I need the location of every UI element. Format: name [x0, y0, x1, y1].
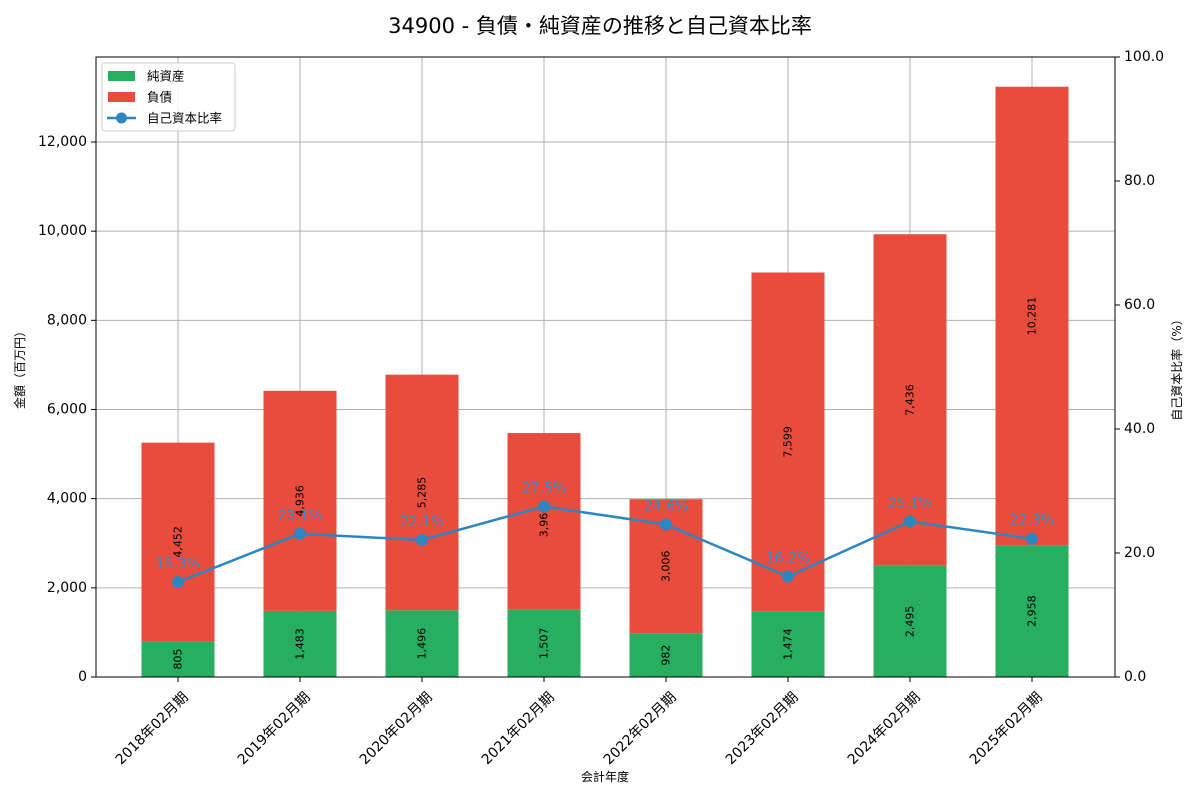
bar-label-liabilities: 3,006 [660, 550, 673, 582]
bar-net-assets[interactable] [751, 611, 825, 677]
y2-axis-label: 自己資本比率（%） [1169, 313, 1184, 420]
bar-value-labels: 805 4,452 1,483 4,936 1,496 5,285 1,507 3,964 98… [172, 297, 1039, 670]
bar-label-liabilities: 10,281 [1026, 297, 1039, 336]
bar-label-liabilities: 4,452 [172, 526, 185, 558]
ratio-label: 25.1% [888, 495, 932, 511]
bar-net-assets[interactable] [995, 545, 1069, 677]
ratio-marker[interactable] [172, 576, 184, 589]
ratio-marker[interactable] [660, 518, 672, 531]
legend-label: 純資産 [147, 69, 185, 84]
bar-liabilities[interactable] [873, 234, 947, 566]
legend-marker [116, 112, 127, 124]
ratio-label: 16.2% [766, 551, 810, 567]
bar-label-liabilities: 5,285 [416, 477, 429, 509]
y2-tick-label: 0.0 [1124, 669, 1146, 685]
x-tick-label: 2024年02月期 [845, 689, 924, 768]
bar-liabilities[interactable] [507, 433, 581, 610]
ratio-label: 24.6% [644, 498, 688, 514]
bars [141, 86, 1069, 677]
bar-liabilities[interactable] [385, 374, 459, 611]
bar-label-net-assets: 1,496 [416, 628, 429, 660]
bar-net-assets[interactable] [263, 610, 337, 677]
y-tick-label: 0 [78, 669, 87, 685]
bar-net-assets[interactable] [385, 610, 459, 677]
y2-tick-label: 100.0 [1124, 49, 1164, 65]
plot-frame [95, 56, 1116, 678]
bar-label-net-assets: 1,474 [782, 628, 795, 660]
legend-swatch [108, 71, 135, 81]
ratio-marker[interactable] [1026, 532, 1038, 545]
ratio-label: 27.5% [522, 481, 566, 497]
x-tick-label: 2022年02月期 [601, 689, 680, 768]
y-tick-label: 4,000 [47, 491, 87, 507]
bar-liabilities[interactable] [995, 86, 1069, 546]
bar-net-assets[interactable] [141, 641, 215, 677]
ratio-line [177, 505, 1033, 584]
x-tick-label: 2019年02月期 [235, 689, 314, 768]
y2-tick-label: 20.0 [1124, 545, 1155, 561]
y-tick-label: 12,000 [38, 134, 87, 150]
ratio-marker[interactable] [782, 570, 794, 583]
ratio-marker[interactable] [294, 527, 306, 540]
bar-net-assets[interactable] [629, 633, 703, 677]
y2-tick-label: 60.0 [1124, 297, 1155, 313]
bar-label-net-assets: 1,483 [294, 628, 307, 660]
ratio-marker[interactable] [904, 515, 916, 528]
x-tick-label: 2023年02月期 [723, 689, 802, 768]
bar-label-net-assets: 805 [172, 649, 185, 670]
y2-tick-label: 40.0 [1124, 421, 1155, 437]
bar-label-net-assets: 982 [660, 645, 673, 666]
bar-label-liabilities: 7,436 [904, 384, 917, 416]
legend-swatch [108, 92, 135, 102]
ratio-marker[interactable] [416, 533, 428, 546]
bar-label-net-assets: 1,507 [538, 628, 551, 660]
bar-liabilities[interactable] [141, 442, 215, 642]
bar-label-liabilities: 4,936 [294, 485, 307, 517]
y-tick-label: 6,000 [47, 402, 87, 418]
y-tick-label: 10,000 [38, 223, 87, 239]
x-axis-label: 会計年度 [581, 769, 629, 784]
x-tick-label: 2025年02月期 [967, 689, 1046, 768]
y-tick-label: 8,000 [47, 312, 87, 328]
bar-net-assets[interactable] [873, 565, 947, 677]
y-axis-label: 金額（百万円） [12, 325, 27, 409]
bar-label-liabilities: 7,599 [782, 426, 795, 458]
y2-tick-label: 80.0 [1124, 173, 1155, 189]
ratio-label: 23.1% [278, 508, 322, 524]
bar-label-net-assets: 2,495 [904, 606, 917, 638]
x-tick-label: 2018年02月期 [113, 689, 192, 768]
y-tick-label: 2,000 [47, 580, 87, 596]
equity-ratio-line: 15.3% 23.1% 22.1% 27.5% 24.6% 16.2% 25.1% 22.3% [156, 481, 1054, 589]
legend-box [101, 62, 236, 132]
bar-net-assets[interactable] [507, 609, 581, 677]
chart-title: 34900 - 負債・純資産の推移と自己資本比率 [388, 14, 812, 38]
ratio-label: 22.3% [1010, 513, 1054, 529]
ratio-marker[interactable] [538, 500, 550, 513]
bar-label-liabilities: 3,964 [538, 506, 551, 538]
ratio-label: 15.3% [156, 556, 200, 572]
x-tick-label: 2021年02月期 [479, 689, 558, 768]
legend-label: 負債 [147, 90, 172, 105]
bar-liabilities[interactable] [751, 272, 825, 612]
ratio-label: 22.1% [400, 514, 444, 530]
bar-liabilities[interactable] [263, 390, 337, 611]
grid-lines [96, 57, 1115, 678]
legend-label: 自己資本比率 [147, 111, 222, 126]
bar-label-net-assets: 2,958 [1026, 595, 1039, 627]
x-tick-label: 2020年02月期 [357, 689, 436, 768]
